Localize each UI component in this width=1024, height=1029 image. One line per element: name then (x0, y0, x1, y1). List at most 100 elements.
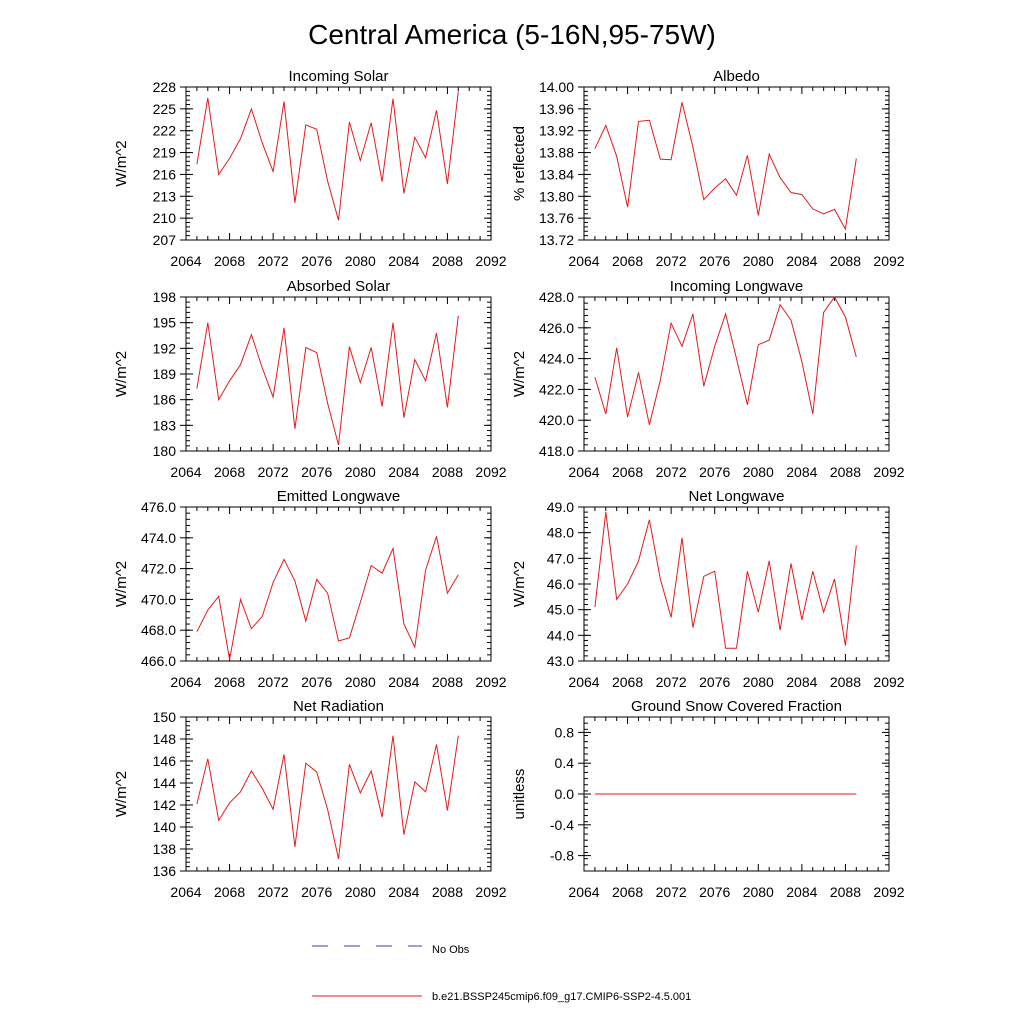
y-tick-label: 47.0 (547, 550, 574, 566)
y-tick-label: 474.0 (141, 530, 176, 546)
y-axis-label: W/m^2 (113, 351, 130, 397)
x-tick-label: 2068 (214, 253, 245, 269)
x-tick-label: 2092 (873, 674, 904, 690)
series-line (196, 735, 459, 860)
x-tick-label: 2084 (388, 674, 419, 690)
y-tick-label: 43.0 (547, 653, 574, 669)
series-line (594, 102, 857, 231)
x-tick-label: 2084 (786, 464, 817, 480)
panel-7: Net Radiation 2064 2068 2072 2076 2080 2084 208… (113, 698, 507, 900)
x-tick-label: 2064 (568, 464, 599, 480)
x-tick-label: 2072 (656, 253, 687, 269)
x-tick-label: 2092 (475, 253, 506, 269)
x-tick-label: 2068 (612, 253, 643, 269)
x-tick-label: 2092 (873, 464, 904, 480)
y-tick-label: 44.0 (547, 627, 574, 643)
x-tick-label: 2072 (656, 884, 687, 900)
y-tick-label: 150 (153, 709, 177, 725)
y-tick-label: 46.0 (547, 576, 574, 592)
plot-frame (185, 296, 492, 452)
x-tick-label: 2072 (258, 253, 289, 269)
y-tick-label: 13.80 (539, 188, 574, 204)
y-axis-label: W/m^2 (113, 561, 130, 607)
x-tick-label: 2068 (612, 884, 643, 900)
y-tick-label: 180 (153, 443, 177, 459)
panel-title: Incoming Longwave (670, 278, 803, 295)
main-title: Central America (5-16N,95-75W) (308, 19, 716, 50)
legend-label-obs: No Obs (432, 944, 470, 956)
x-tick-label: 2080 (743, 253, 774, 269)
y-tick-label: 418.0 (539, 443, 574, 459)
x-tick-label: 2068 (214, 464, 245, 480)
x-tick-label: 2080 (345, 884, 376, 900)
x-tick-label: 2064 (170, 464, 201, 480)
x-tick-label: 2064 (568, 674, 599, 690)
series-line (594, 512, 857, 649)
x-tick-label: 2080 (345, 674, 376, 690)
panel-title: Ground Snow Covered Fraction (631, 698, 842, 715)
y-tick-label: 0.0 (555, 786, 575, 802)
y-tick-label: 468.0 (141, 622, 176, 638)
x-tick-label: 2076 (301, 464, 332, 480)
y-tick-label: 210 (153, 210, 177, 226)
y-axis-label: W/m^2 (511, 351, 528, 397)
y-tick-label: 13.92 (539, 123, 574, 139)
x-tick-label: 2072 (656, 674, 687, 690)
y-tick-label: 13.76 (539, 210, 574, 226)
y-tick-label: 213 (153, 188, 177, 204)
y-axis-label: W/m^2 (511, 561, 528, 607)
x-tick-label: 2072 (258, 464, 289, 480)
panel-5: Emitted Longwave 2064 2068 2072 2076 2080 2084… (113, 488, 507, 690)
y-axis-label: W/m^2 (113, 771, 130, 817)
series-line (196, 91, 459, 221)
y-tick-label: 0.8 (555, 724, 575, 740)
plot-frame (185, 716, 492, 872)
y-tick-label: -0.4 (550, 817, 574, 833)
panel-4: Incoming Longwave 2064 2068 2072 2076 2080 208… (511, 278, 905, 480)
x-tick-label: 2076 (699, 253, 730, 269)
y-tick-label: 13.96 (539, 101, 574, 117)
x-tick-label: 2076 (699, 464, 730, 480)
x-tick-label: 2064 (568, 253, 599, 269)
x-tick-label: 2084 (786, 674, 817, 690)
panel-title: Albedo (713, 68, 760, 85)
y-tick-label: 472.0 (141, 561, 176, 577)
x-tick-label: 2084 (388, 464, 419, 480)
panel-6: Net Longwave 2064 2068 2072 2076 2080 2084 2088… (511, 488, 905, 690)
y-tick-label: 0.4 (555, 755, 575, 771)
x-tick-label: 2076 (301, 674, 332, 690)
x-tick-label: 2088 (432, 464, 463, 480)
x-tick-label: 2088 (432, 253, 463, 269)
x-tick-label: 2088 (432, 674, 463, 690)
y-tick-label: 13.84 (539, 166, 574, 182)
y-tick-label: 476.0 (141, 499, 176, 515)
x-tick-label: 2072 (258, 884, 289, 900)
plot-frame (583, 86, 890, 241)
x-tick-label: 2084 (388, 884, 419, 900)
y-axis-label: W/m^2 (113, 140, 130, 186)
x-tick-label: 2084 (786, 253, 817, 269)
x-tick-label: 2068 (612, 674, 643, 690)
y-tick-label: 198 (153, 289, 177, 305)
panel-title: Net Radiation (293, 698, 384, 715)
y-tick-label: 228 (153, 79, 177, 95)
x-tick-label: 2092 (873, 253, 904, 269)
x-tick-label: 2064 (568, 884, 599, 900)
x-tick-label: 2076 (699, 884, 730, 900)
y-tick-label: 428.0 (539, 289, 574, 305)
series-line (196, 315, 459, 446)
x-tick-label: 2064 (170, 253, 201, 269)
y-tick-label: 49.0 (547, 499, 574, 515)
x-tick-label: 2080 (743, 674, 774, 690)
x-tick-label: 2068 (214, 674, 245, 690)
x-tick-label: 2084 (388, 253, 419, 269)
y-tick-label: 45.0 (547, 602, 574, 618)
legend-label-model: b.e21.BSSP245cmip6.f09_g17.CMIP6-SSP2-4.… (432, 991, 691, 1003)
y-tick-label: 183 (153, 417, 177, 433)
panel-1: Incoming Solar 2064 2068 2072 2076 2080 2084 20… (113, 68, 507, 269)
y-tick-label: 420.0 (539, 412, 574, 428)
y-tick-label: 422.0 (539, 381, 574, 397)
x-tick-label: 2068 (612, 464, 643, 480)
